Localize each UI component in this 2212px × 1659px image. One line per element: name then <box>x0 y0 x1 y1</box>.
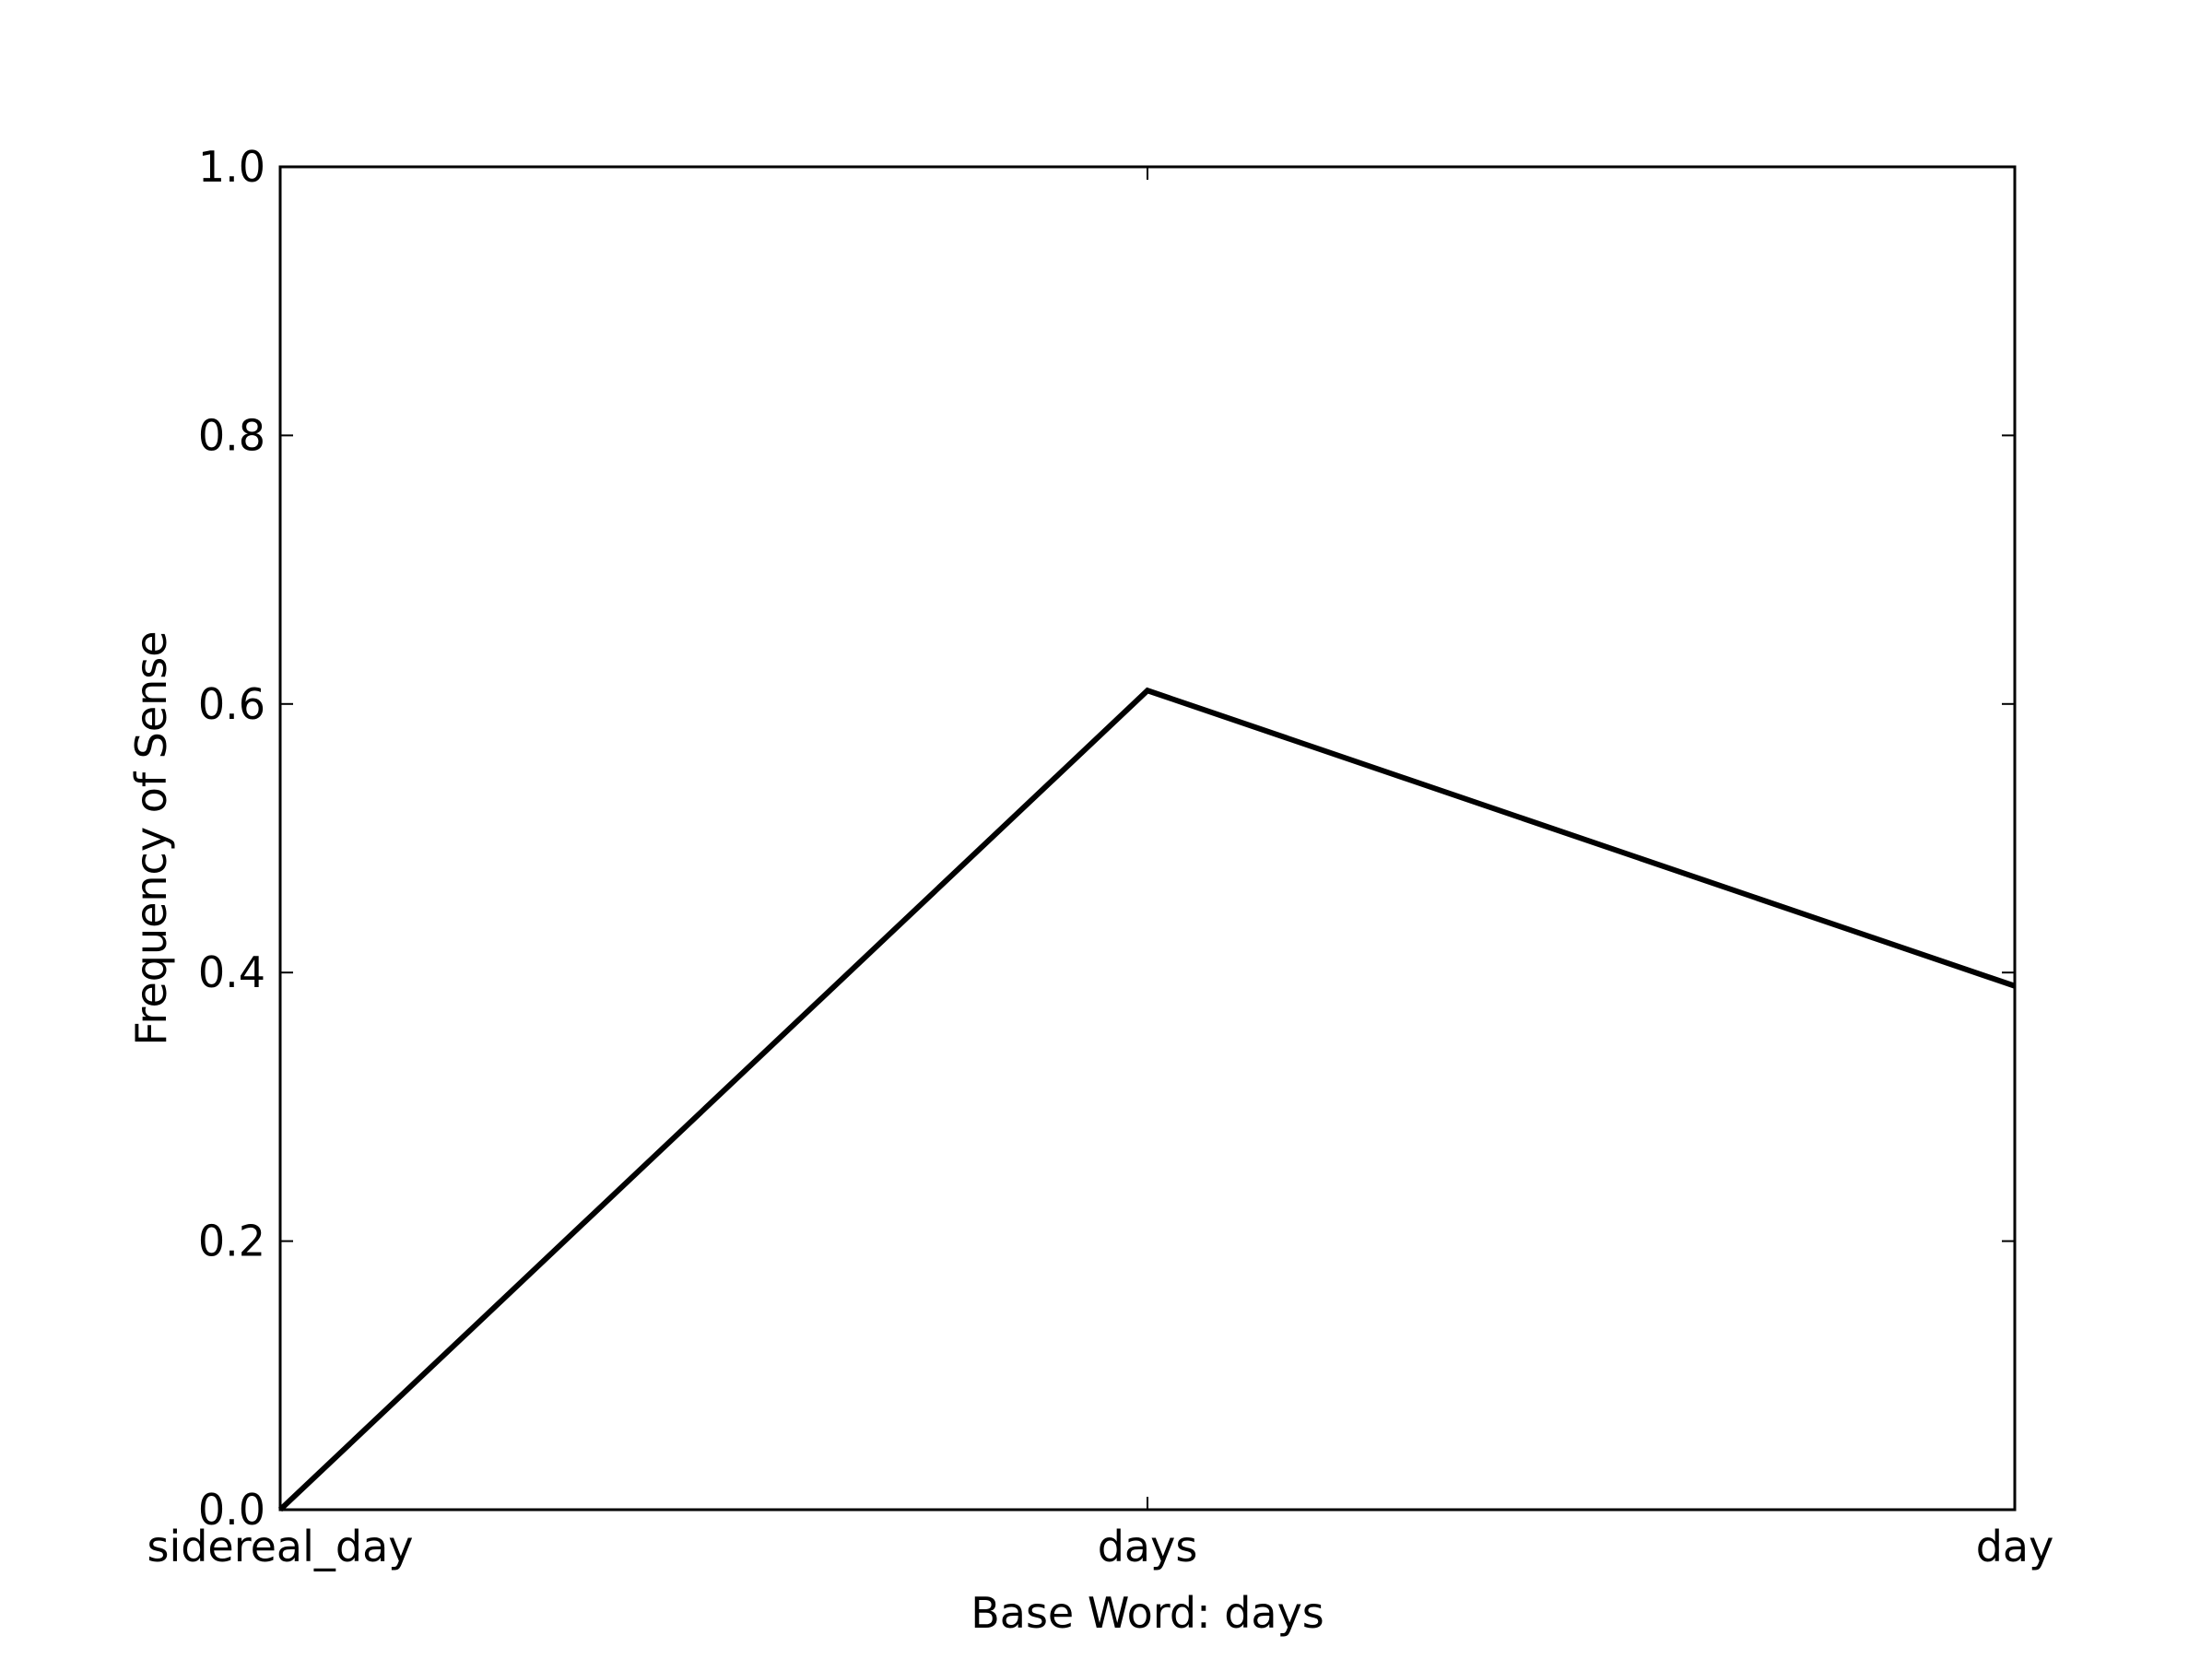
data-point <box>1147 689 1148 691</box>
y-tick-label: 0.4 <box>198 947 265 997</box>
y-axis-title: Frequency of Sense <box>126 630 176 1045</box>
y-tick-label: 0.6 <box>198 679 265 729</box>
x-tick-label: sidereal_day <box>147 1522 413 1571</box>
x-axis-title: Base Word: days <box>971 1588 1324 1638</box>
series-line <box>277 687 2016 1512</box>
y-tick-label: 0.8 <box>198 410 265 460</box>
x-tick-label: days <box>1098 1522 1198 1571</box>
series-layer <box>277 687 2016 1512</box>
plot-frame <box>278 165 2017 1512</box>
y-tick-label: 0.0 <box>198 1485 265 1535</box>
ticks-layer <box>279 166 2016 1511</box>
labels-layer: 0.0 0.2 0.4 0.6 0.8 1.0 sidereal_day days day <box>147 142 2053 1571</box>
x-tick-label: day <box>1976 1522 2054 1571</box>
y-tick-label: 0.2 <box>198 1217 265 1266</box>
y-tick-label: 1.0 <box>198 142 265 192</box>
